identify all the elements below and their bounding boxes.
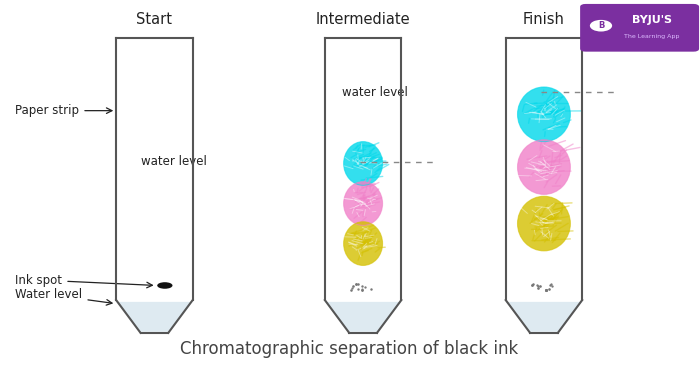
Polygon shape <box>505 302 582 332</box>
Ellipse shape <box>344 182 383 225</box>
Text: BYJU'S: BYJU'S <box>632 15 672 25</box>
Text: Finish: Finish <box>523 12 565 27</box>
Text: B: B <box>598 21 604 30</box>
Text: Water level: Water level <box>15 288 112 305</box>
Polygon shape <box>325 302 401 332</box>
Text: Intermediate: Intermediate <box>316 12 410 27</box>
Text: Ink spot: Ink spot <box>15 273 153 288</box>
Polygon shape <box>116 38 192 333</box>
Circle shape <box>590 20 612 32</box>
Ellipse shape <box>517 140 570 195</box>
Ellipse shape <box>158 282 172 289</box>
Ellipse shape <box>344 222 383 265</box>
Text: water level: water level <box>141 155 206 168</box>
Text: Start: Start <box>136 12 172 27</box>
Text: The Learning App: The Learning App <box>624 34 680 39</box>
Ellipse shape <box>517 87 570 142</box>
Text: Paper strip: Paper strip <box>15 104 112 117</box>
Polygon shape <box>325 38 401 333</box>
Polygon shape <box>116 302 192 332</box>
Ellipse shape <box>344 142 383 185</box>
FancyBboxPatch shape <box>580 4 699 52</box>
Text: water level: water level <box>342 86 408 99</box>
Ellipse shape <box>517 196 570 251</box>
Polygon shape <box>505 38 582 333</box>
Text: Chromatographic separation of black ink: Chromatographic separation of black ink <box>180 340 518 358</box>
